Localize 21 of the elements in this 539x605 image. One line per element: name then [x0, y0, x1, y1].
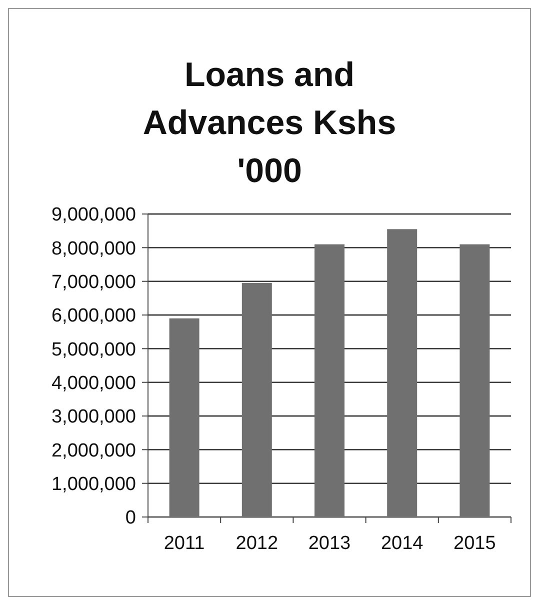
x-tick-label: 2014	[380, 533, 424, 554]
x-tick-label: 2015	[454, 533, 496, 554]
x-tick-label: 2011	[164, 533, 205, 554]
bar	[387, 229, 418, 517]
bar	[314, 244, 344, 517]
y-tick-label: 9,000,000	[51, 204, 136, 226]
chart-title: Loans and Advances Kshs '000	[142, 56, 396, 190]
bar	[169, 318, 200, 517]
y-tick-label: 4,000,000	[51, 372, 136, 394]
y-tick-label: 0	[125, 508, 136, 529]
x-tick-label: 2013	[308, 533, 351, 554]
x-tick-label: 2012	[236, 533, 278, 554]
y-tick-label: 7,000,000	[51, 272, 136, 293]
bar	[242, 283, 272, 517]
y-tick-label: 5,000,000	[51, 339, 136, 360]
y-tick-label: 3,000,000	[51, 406, 136, 428]
y-tick-label: 8,000,000	[51, 238, 136, 260]
y-tick-label: 6,000,000	[51, 306, 136, 327]
y-tick-label: 1,000,000	[51, 474, 136, 495]
y-tick-label: 2,000,000	[51, 440, 136, 462]
bar	[460, 244, 490, 517]
